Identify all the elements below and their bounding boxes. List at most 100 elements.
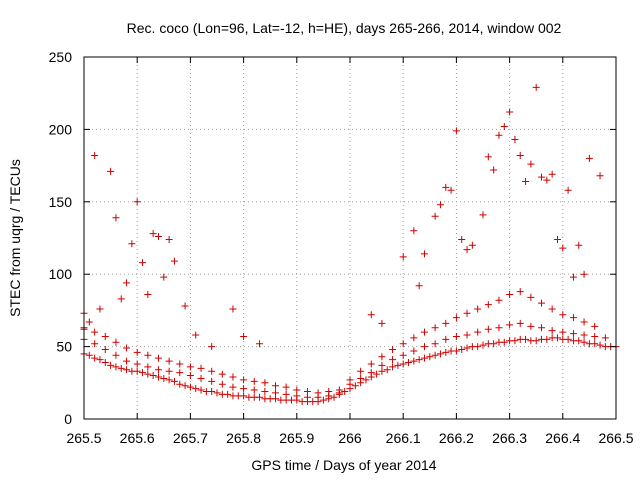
data-point: [591, 322, 599, 330]
data-point: [101, 345, 109, 353]
data-point: [548, 170, 556, 178]
data-point: [474, 343, 482, 351]
x-tick-labels: 265.5 265.6 265.7 265.8 265.9 266 266.1 266.2 26…: [66, 430, 633, 446]
data-point: [474, 328, 482, 336]
data-point: [378, 353, 386, 361]
x-tick-label: 266.3: [492, 430, 527, 446]
data-point: [431, 351, 439, 359]
data-point: [511, 136, 519, 144]
data-point: [399, 351, 407, 359]
x-tick-label: 265.6: [120, 430, 155, 446]
data-point: [468, 241, 476, 249]
data-point: [165, 376, 173, 384]
y-tick-label: 150: [49, 194, 73, 210]
data-point: [394, 361, 402, 369]
data-point: [591, 332, 599, 340]
data-point: [101, 359, 109, 367]
data-point: [373, 370, 381, 378]
data-point: [335, 386, 343, 394]
data-point: [484, 301, 492, 309]
data-point: [580, 338, 588, 346]
data-point: [261, 379, 269, 387]
x-tick-label: 265.9: [279, 430, 314, 446]
data-point: [165, 357, 173, 365]
data-point: [564, 186, 572, 194]
data-point: [452, 127, 460, 135]
data-point: [420, 328, 428, 336]
data-point: [458, 345, 466, 353]
data-point: [91, 354, 99, 362]
data-point: [420, 250, 428, 258]
data-point: [389, 363, 397, 371]
data-point: [484, 325, 492, 333]
data-point: [399, 253, 407, 261]
data-point: [389, 356, 397, 364]
data-point: [463, 309, 471, 317]
data-point: [213, 389, 221, 397]
data-point: [543, 176, 551, 184]
data-point: [197, 374, 205, 382]
data-point: [160, 273, 168, 281]
data-point: [272, 389, 280, 397]
data-point: [229, 305, 237, 313]
data-point: [383, 366, 391, 374]
data-point: [378, 319, 386, 327]
data-point: [319, 396, 327, 404]
data-point: [410, 227, 418, 235]
y-tick-label: 250: [49, 49, 73, 65]
x-tick-label: 266: [338, 430, 362, 446]
data-point: [186, 372, 194, 380]
data-point: [325, 387, 333, 395]
data-point: [256, 340, 264, 348]
data-point: [420, 354, 428, 362]
data-point: [346, 376, 354, 384]
data-point: [144, 363, 152, 371]
data-point: [442, 183, 450, 191]
data-point: [575, 337, 583, 345]
data-point: [107, 167, 115, 175]
data-point: [165, 235, 173, 243]
data-point: [165, 367, 173, 375]
data-point: [351, 382, 359, 390]
data-point: [96, 305, 104, 313]
y-tick-label: 0: [64, 411, 72, 427]
data-point: [117, 364, 125, 372]
data-point: [442, 348, 450, 356]
data-point: [330, 393, 338, 401]
data-point: [431, 324, 439, 332]
data-point: [500, 338, 508, 346]
data-point: [596, 172, 604, 180]
data-point: [463, 344, 471, 352]
data-point: [133, 198, 141, 206]
data-point: [123, 344, 131, 352]
data-point: [559, 311, 567, 319]
data-points: [80, 83, 620, 406]
data-point: [224, 390, 232, 398]
data-point: [367, 360, 375, 368]
data-point: [240, 392, 248, 400]
data-point: [399, 360, 407, 368]
data-point: [436, 201, 444, 209]
data-point: [229, 383, 237, 391]
data-point: [495, 296, 503, 304]
data-point: [101, 332, 109, 340]
data-point: [181, 302, 189, 310]
data-point: [256, 393, 264, 401]
data-point: [154, 354, 162, 362]
data-point: [133, 348, 141, 356]
data-point: [479, 211, 487, 219]
data-point: [506, 108, 514, 116]
data-point: [522, 335, 530, 343]
data-point: [117, 295, 125, 303]
data-point: [410, 357, 418, 365]
data-point: [410, 347, 418, 355]
data-point: [261, 387, 269, 395]
data-point: [367, 369, 375, 377]
data-point: [474, 305, 482, 313]
data-point: [197, 386, 205, 394]
data-point: [208, 377, 216, 385]
data-point: [133, 360, 141, 368]
x-tick-label: 266.1: [386, 430, 421, 446]
data-point: [367, 311, 375, 319]
data-point: [160, 374, 168, 382]
